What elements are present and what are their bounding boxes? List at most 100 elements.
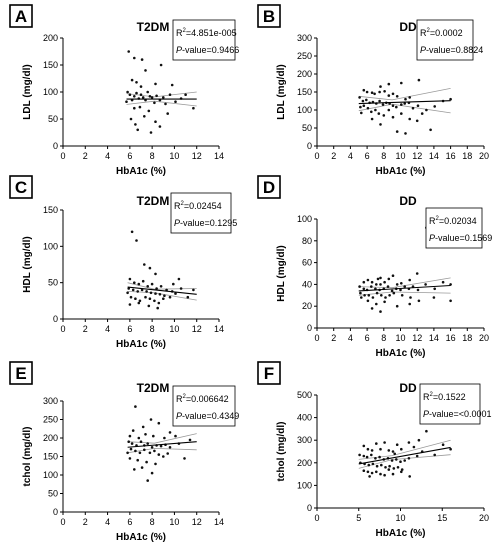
r-squared-exponent: 2 [436,216,440,222]
panel-letter-box [257,175,281,199]
x-tick-label: 4 [348,333,353,343]
chart-title: T2DM [137,194,170,208]
data-point [163,294,166,298]
data-point [408,96,412,99]
data-point [154,82,157,86]
p-value: P-value=0.4349 [176,411,239,421]
data-point [375,442,378,445]
data-point [146,90,149,94]
data-point [370,117,374,121]
y-tick-label: 40 [302,279,312,289]
data-point [365,90,369,94]
stats-box-frame [172,19,236,61]
data-point [395,95,399,98]
data-point [135,81,138,84]
data-point [179,287,183,290]
data-point [388,464,391,468]
data-point [126,451,129,455]
x-tick-label: 4 [105,324,110,334]
data-point [164,102,167,106]
data-point [136,290,139,293]
data-point [149,291,153,295]
p-value: P-value=0.9466 [176,45,239,55]
p-value-number: -value=0.1569 [435,233,492,243]
data-point [126,291,129,295]
data-point [133,56,136,60]
x-tick-label: 6 [127,151,132,161]
x-tick-label: 0 [314,513,319,523]
x-tick-label: 8 [381,333,386,343]
y-tick-label: 50 [48,114,58,124]
data-point [407,457,411,460]
x-tick-label: 20 [479,513,489,523]
data-point [166,112,169,115]
x-tick-label: 2 [83,151,88,161]
stats-box-frame [170,192,232,234]
data-point [379,123,382,126]
data-point [362,88,366,92]
data-point [168,446,172,449]
x-tick-label: 2 [331,333,336,343]
x-tick-label: 2 [83,517,88,527]
r-squared-symbol: R [423,392,430,402]
data-point [168,431,172,434]
data-point [177,277,181,281]
data-point [383,280,386,284]
data-point [417,299,421,303]
data-point [129,447,133,451]
x-tick-label: 10 [395,513,405,523]
data-point [146,479,149,482]
data-point [139,85,143,88]
data-point [370,453,373,457]
data-point [449,299,452,303]
data-point [425,108,428,112]
data-point [141,425,145,429]
data-point [134,449,137,453]
x-tick-label: 12 [412,151,422,161]
y-tick-label: 20 [302,301,312,311]
x-tick-label: 5 [356,513,361,523]
data-point [159,63,163,67]
confidence-band-upper [126,91,197,98]
data-point [415,272,419,275]
data-point [143,263,146,266]
y-tick-label: 200 [297,458,312,468]
data-point [145,460,148,464]
y-tick-label: 150 [43,60,58,70]
data-point [383,441,386,444]
data-point [154,292,157,295]
y-tick-label: 50 [48,278,58,288]
data-point [150,96,154,99]
panel-letter: F [264,364,274,383]
data-point [130,230,134,234]
data-point [362,469,366,473]
data-point [412,445,416,449]
p-value-symbol: P [174,218,180,228]
chart-title: DD [399,20,417,34]
y-tick-label: 300 [43,396,58,406]
x-tick-label: 8 [381,151,386,161]
data-point [143,115,146,118]
data-point [134,297,137,301]
data-point [379,447,382,451]
panel-letter: B [263,7,275,26]
x-axis-label: HbA1c (%) [116,532,166,543]
data-point [147,304,151,308]
stats-box-frame [172,385,236,427]
confidence-band-upper [358,277,451,289]
data-point [387,108,391,112]
y-tick-label: 0 [53,314,58,324]
data-point [138,105,142,109]
data-point [379,310,382,313]
x-tick-label: 16 [446,151,456,161]
y-tick-label: 200 [43,433,58,443]
data-point [380,463,383,467]
data-point [162,455,165,458]
data-point [140,58,144,61]
r-squared-value: R2=0.02034 [429,216,477,226]
data-point [395,443,399,447]
data-point [370,307,374,310]
r-squared-value: R2=4.851e-005 [176,28,237,38]
data-point [381,103,385,106]
